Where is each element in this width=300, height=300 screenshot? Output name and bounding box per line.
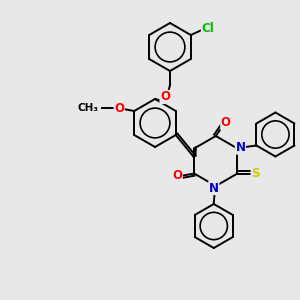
Text: O: O xyxy=(114,101,124,115)
Text: CH₃: CH₃ xyxy=(77,103,98,113)
Text: N: N xyxy=(209,182,219,194)
Text: O: O xyxy=(172,169,182,182)
Text: O: O xyxy=(160,91,170,103)
Text: N: N xyxy=(236,141,245,154)
Text: S: S xyxy=(251,167,260,180)
Text: O: O xyxy=(221,116,231,130)
Text: Cl: Cl xyxy=(201,22,214,35)
